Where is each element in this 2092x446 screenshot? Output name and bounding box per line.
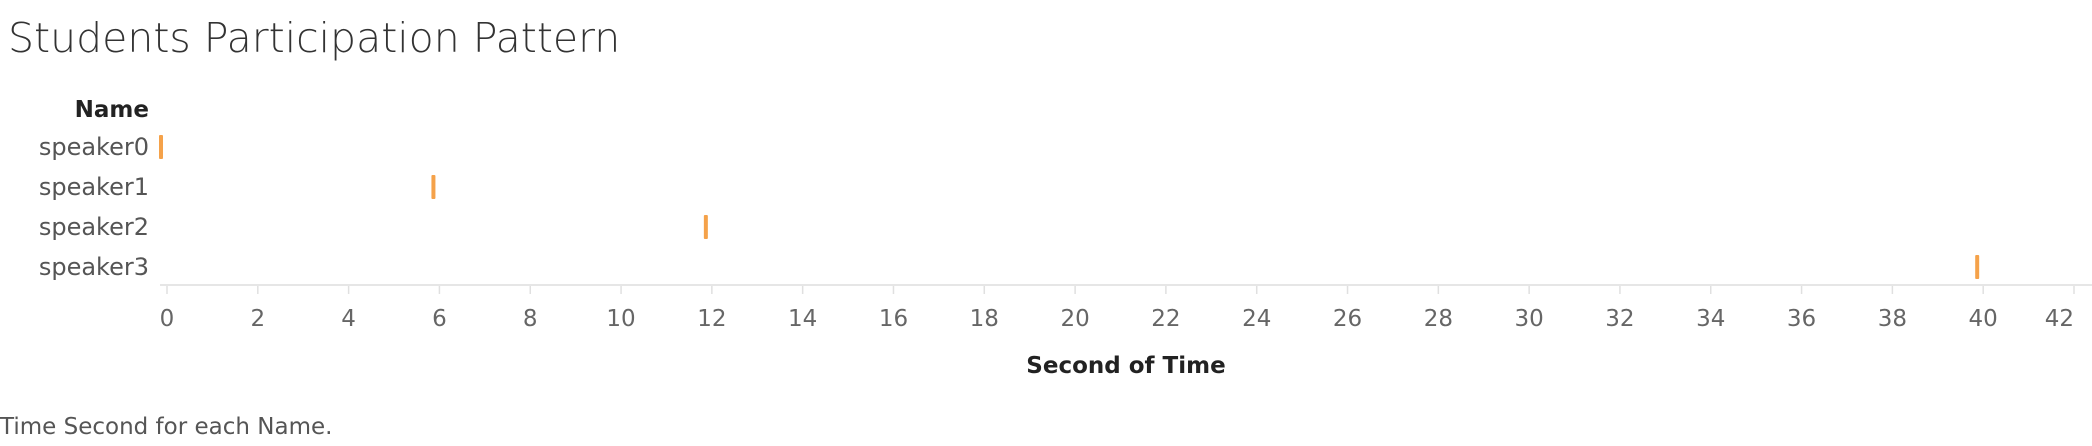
- data-marks[interactable]: [159, 135, 1980, 279]
- x-tick-label-38: 38: [1878, 306, 1907, 332]
- mark-speaker1[interactable]: [431, 175, 436, 199]
- mark-speaker3[interactable]: [1975, 255, 1980, 279]
- x-tick-label-26: 26: [1333, 306, 1362, 332]
- x-tick-label-0: 0: [160, 306, 175, 332]
- row-header: Name: [75, 97, 149, 123]
- x-tick-label-18: 18: [970, 306, 999, 332]
- row-label-speaker3: speaker3: [39, 253, 149, 281]
- x-tick-label-20: 20: [1060, 306, 1089, 332]
- x-tick-label-30: 30: [1515, 306, 1544, 332]
- x-tick-label-12: 12: [697, 306, 726, 332]
- row-labels: speaker0 speaker1 speaker2 speaker3: [39, 133, 149, 281]
- x-tick-label-34: 34: [1696, 306, 1725, 332]
- chart-title: Students Participation Pattern: [8, 14, 621, 62]
- x-tick-label-10: 10: [606, 306, 635, 332]
- x-tick-label-22: 22: [1151, 306, 1180, 332]
- mark-speaker2[interactable]: [703, 215, 708, 239]
- x-tick-label-6: 6: [432, 306, 447, 332]
- x-tick-label-28: 28: [1424, 306, 1453, 332]
- x-tick-label-42: 42: [2045, 306, 2074, 332]
- x-tick-label-8: 8: [523, 306, 538, 332]
- x-axis-title: Second of Time: [1026, 353, 1225, 379]
- x-tick-label-2: 2: [250, 306, 265, 332]
- x-axis-ticks: 0 2 4 6 8 10 12 14 16 18 20 22 24 26 28 30 32 34 36 38 40 42: [160, 286, 2075, 332]
- caption: Time Second for each Name.: [0, 414, 333, 440]
- x-tick-label-32: 32: [1605, 306, 1634, 332]
- x-tick-label-14: 14: [788, 306, 817, 332]
- row-label-speaker1: speaker1: [39, 173, 149, 201]
- row-label-speaker2: speaker2: [39, 213, 149, 241]
- x-tick-label-24: 24: [1242, 306, 1271, 332]
- row-label-speaker0: speaker0: [39, 133, 149, 161]
- mark-speaker0[interactable]: [159, 135, 163, 159]
- x-tick-label-16: 16: [879, 306, 908, 332]
- x-tick-label-4: 4: [341, 306, 356, 332]
- x-tick-label-36: 36: [1787, 306, 1816, 332]
- x-tick-label-40: 40: [1969, 306, 1998, 332]
